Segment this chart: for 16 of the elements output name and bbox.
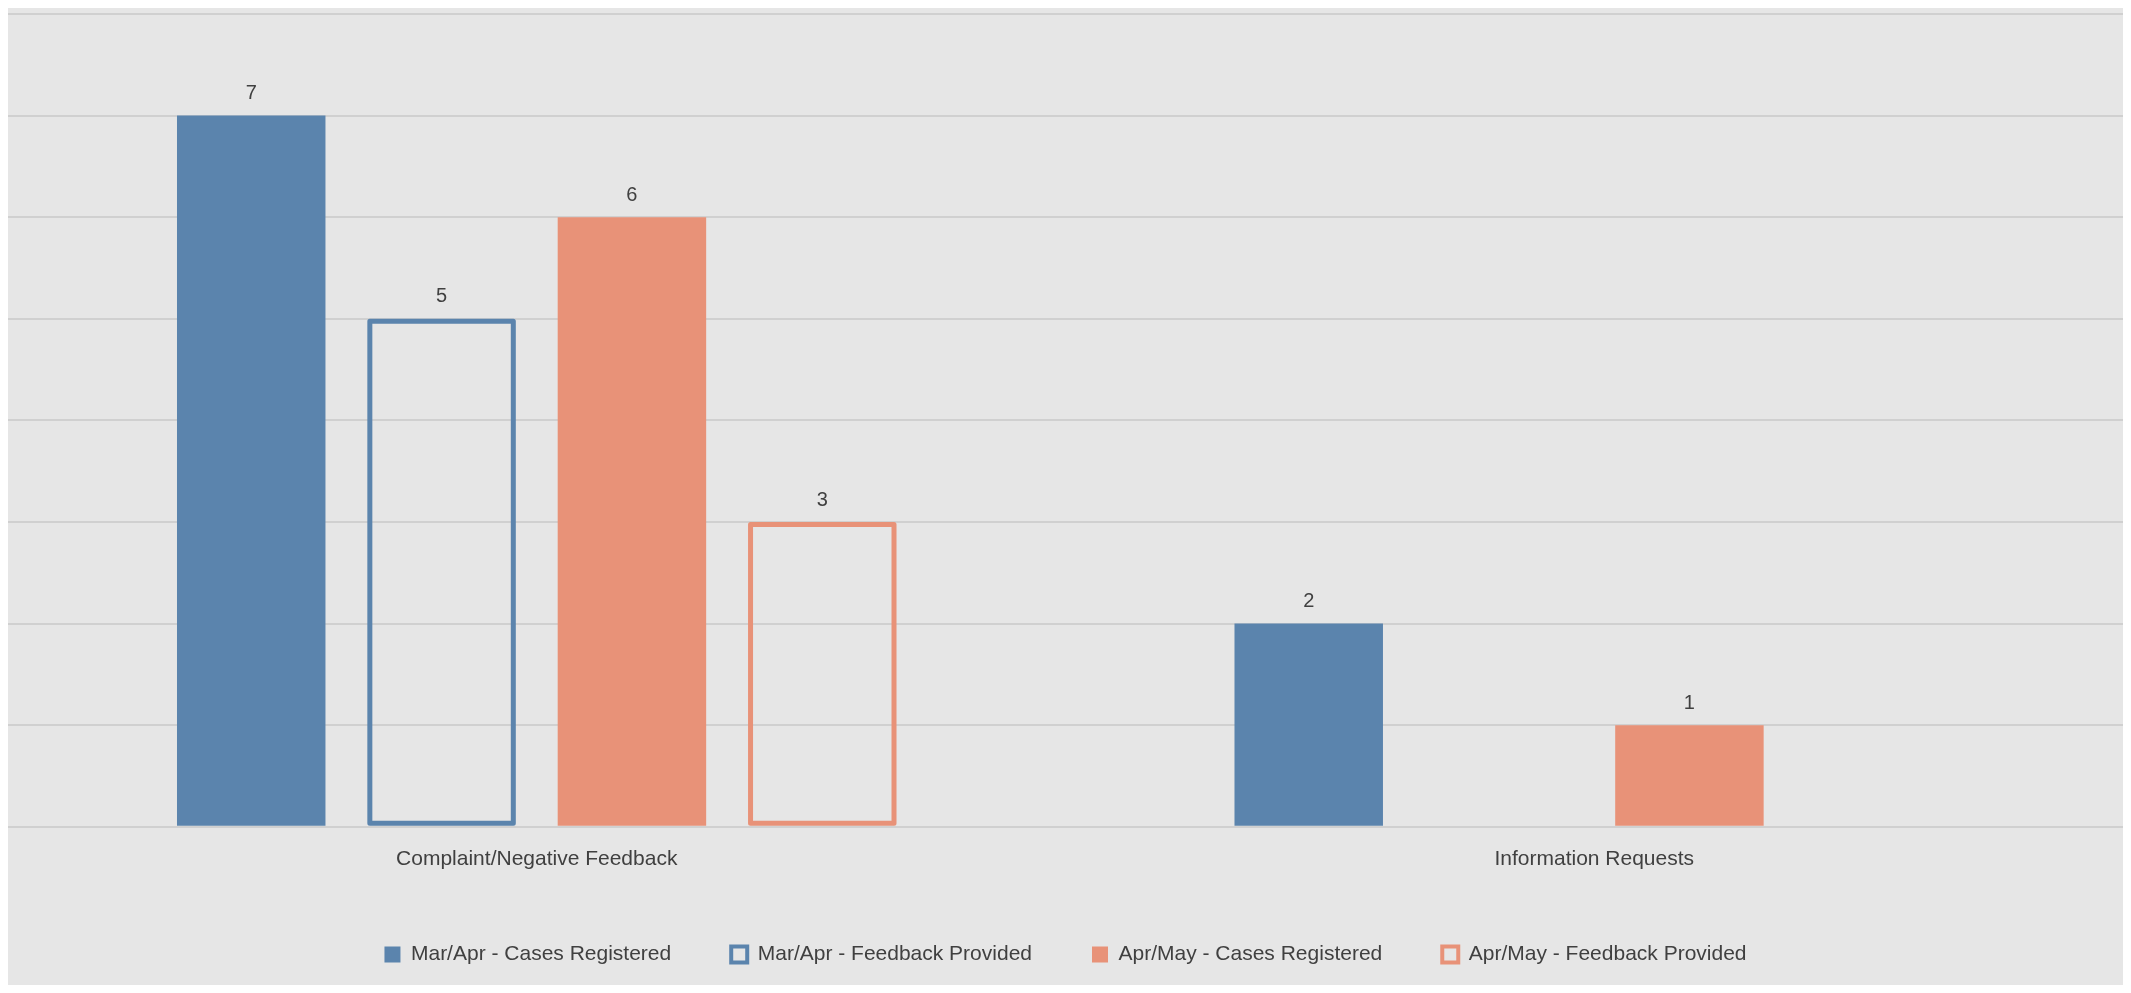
data-label: 2 [1303,589,1315,612]
data-label: 6 [626,182,638,205]
legend-label: Mar/Apr - Feedback Provided [757,941,1033,965]
data-label: 7 [245,81,257,104]
legend-label: Apr/May - Feedback Provided [1468,941,1747,965]
legend-label: Mar/Apr - Cases Registered [410,941,672,965]
bar [557,217,707,826]
data-label: 3 [816,487,828,510]
bar [176,115,326,826]
data-label: 5 [436,284,448,307]
bar [1615,725,1764,826]
bar [1234,623,1383,826]
data-label: 1 [1683,690,1695,713]
x-tick-label: Information Requests [1494,846,1695,870]
x-tick-label: Complaint/Negative Feedback [396,846,678,870]
legend-label: Apr/May - Cases Registered [1118,941,1383,965]
